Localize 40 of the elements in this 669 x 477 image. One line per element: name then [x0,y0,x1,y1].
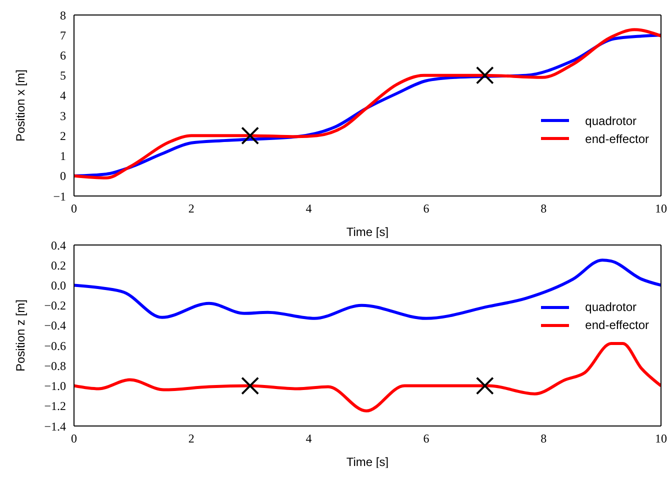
x-tick-label: 0 [71,202,77,216]
y-axis-title: Position z [m] [13,299,28,372]
x-tick-label: 8 [540,202,547,216]
y-tick-label: 2 [60,128,66,143]
y-tick-label: −1.0 [44,379,66,394]
y-tick-label: 1 [60,149,66,164]
y-tick-label: 0 [60,169,66,184]
x-tick-label: 10 [655,432,667,446]
x-tick-label: 6 [423,202,430,216]
x-tick-label: 2 [188,432,194,446]
y-tick-label: 0.0 [51,278,66,292]
y-axis-title: Position x [m] [13,69,28,142]
y-tick-label: 7 [60,28,66,42]
x-tick-label: 6 [423,432,430,446]
line-series [74,258,661,320]
x-tick-label: 2 [188,202,194,216]
legend-label: quadrotor [585,114,637,128]
y-tick-label: 0.2 [51,258,66,272]
y-tick-label: −0.8 [44,358,66,373]
y-tick-label: 3 [60,108,66,123]
y-tick-label: 0.4 [51,238,66,252]
y-tick-label: 4 [60,88,66,103]
x-tick-label: 8 [540,432,547,446]
legend-label: quadrotor [585,300,637,314]
y-tick-label: −1.4 [44,419,66,434]
x-tick-label: 4 [306,432,312,446]
x-tick-label: 4 [306,202,312,216]
legend-label: end-effector [585,132,649,146]
y-tick-label: −1.2 [44,399,66,414]
y-tick-label: 8 [60,8,66,22]
y-tick-label: −1 [53,189,66,204]
y-tick-label: −0.4 [44,318,66,333]
x-tick-label: 10 [655,202,667,216]
y-tick-label: −0.2 [44,298,66,313]
y-tick-label: 5 [60,68,66,83]
line-series [74,342,661,412]
legend-label: end-effector [585,318,649,332]
x-tick-label: 0 [71,432,77,446]
y-tick-label: 6 [60,48,66,62]
y-tick-label: −0.6 [44,338,66,353]
